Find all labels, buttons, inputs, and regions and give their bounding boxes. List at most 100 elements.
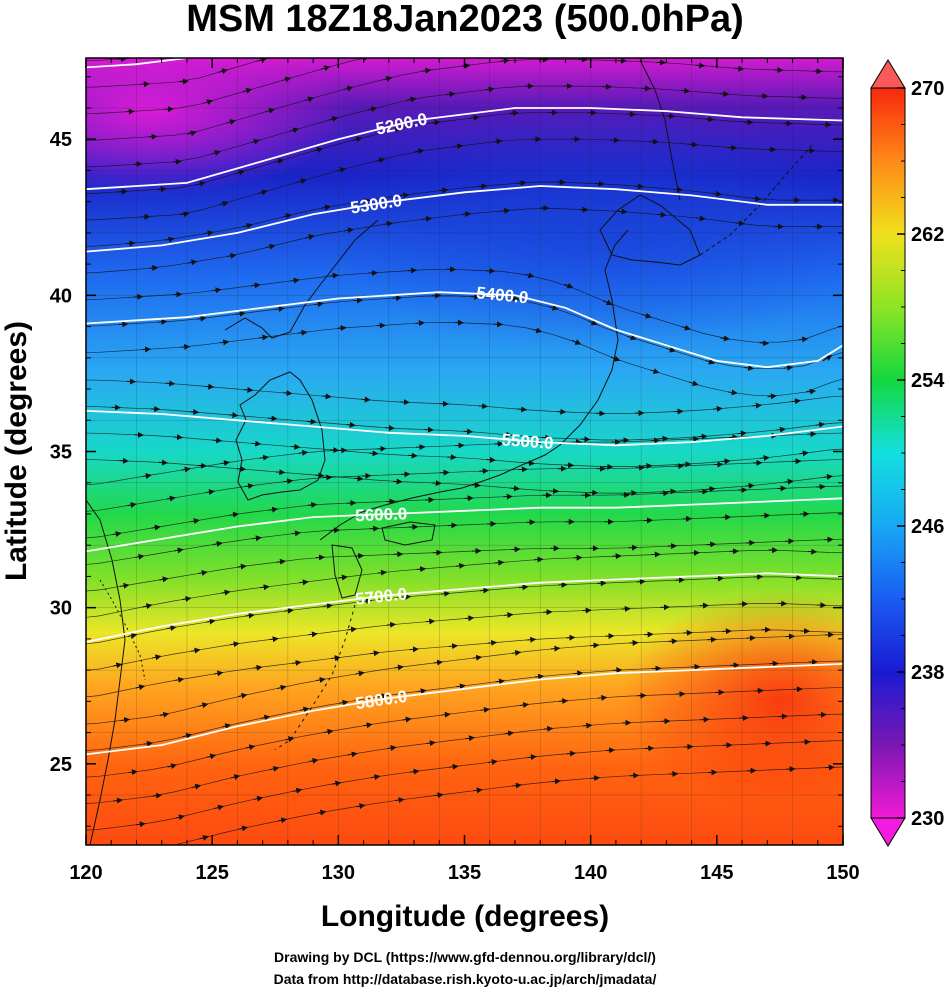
wind-arrow xyxy=(509,295,520,302)
wind-arrow xyxy=(415,320,425,327)
wind-arrow xyxy=(307,501,318,508)
coastline-sakhalin xyxy=(639,59,681,201)
wind-arrow xyxy=(187,130,197,137)
contour-line-5700 xyxy=(86,572,843,643)
wind-arrow xyxy=(737,430,747,437)
wind-arrow xyxy=(298,449,309,456)
wind-arrow xyxy=(128,769,138,776)
wind-arrow xyxy=(745,482,755,489)
wind-arrow xyxy=(399,192,410,199)
wind-arrow xyxy=(307,418,317,425)
x-axis-ticks: 120 125 130 135 140 145 150 xyxy=(69,58,860,884)
contour-line-5500 xyxy=(86,410,843,447)
colorbar-ticks: 230 238 246 254 262 270 xyxy=(897,78,945,830)
colorbar-tick-label: 238 xyxy=(911,662,944,684)
wind-arrow xyxy=(299,706,310,713)
wind-arrow xyxy=(180,211,190,218)
colorbar-tick-label: 262 xyxy=(911,224,944,246)
wind-arrow xyxy=(298,329,308,336)
wind-arrow xyxy=(465,735,475,742)
wind-arrow xyxy=(230,641,240,648)
wind-arrow xyxy=(166,625,177,632)
coastline-korea xyxy=(235,371,326,501)
coastline xyxy=(86,59,813,845)
streamline xyxy=(86,181,843,247)
wind-arrow xyxy=(196,180,206,187)
wind-arrow xyxy=(175,814,185,821)
wind-arrow xyxy=(269,636,279,643)
y-tick-label: 25 xyxy=(50,754,72,776)
wind-arrow xyxy=(573,670,584,677)
wind-arrow xyxy=(401,593,412,600)
wind-arrow xyxy=(112,662,123,669)
wind-arrow xyxy=(517,406,528,413)
wind-arrow xyxy=(230,774,241,780)
wind-arrow xyxy=(323,602,333,609)
wind-arrow xyxy=(290,277,300,284)
wind-arrow xyxy=(165,380,176,387)
wind-arrow xyxy=(563,282,574,289)
wind-arrow xyxy=(196,315,207,322)
wind-arrow xyxy=(274,158,285,165)
wind-arrow xyxy=(410,768,420,775)
wind-arrow xyxy=(268,506,279,513)
wind-arrow xyxy=(308,631,318,638)
wind-arrow xyxy=(152,792,163,799)
wind-arrow xyxy=(180,343,191,350)
wind-arrow xyxy=(142,603,153,610)
wind-arrow xyxy=(502,431,513,438)
wind-arrow xyxy=(783,364,794,371)
wind-arrow xyxy=(219,200,229,207)
x-tick-label: 150 xyxy=(826,862,859,884)
wind-arrow xyxy=(226,252,237,259)
wind-arrow xyxy=(406,96,417,103)
wind-arrow xyxy=(244,483,255,490)
y-axis-ticks: 25 30 35 40 45 xyxy=(50,76,843,827)
wind-arrow xyxy=(140,213,151,220)
wind-arrow xyxy=(681,324,691,331)
wind-arrow xyxy=(485,86,495,93)
streamlines xyxy=(86,40,843,853)
wind-arrow xyxy=(472,654,483,661)
wind-arrow xyxy=(527,754,537,761)
wind-arrow xyxy=(760,455,770,462)
coastline-taiwan-strait xyxy=(99,579,146,681)
wind-arrow xyxy=(174,547,184,554)
wind-arrow xyxy=(533,556,544,563)
colorbar-tick-label: 254 xyxy=(911,370,945,392)
wind-arrow xyxy=(610,355,621,362)
wind-arrow xyxy=(197,462,208,469)
wind-arrow xyxy=(471,482,481,489)
wind-arrow xyxy=(370,650,380,657)
wind-arrow xyxy=(438,41,447,42)
wind-arrow xyxy=(422,215,433,222)
wind-arrow xyxy=(344,227,354,234)
wind-arrow xyxy=(275,469,286,476)
wind-arrow xyxy=(336,167,346,173)
wind-arrow xyxy=(118,321,129,328)
wind-arrow xyxy=(181,466,191,473)
wind-arrow xyxy=(543,725,554,732)
wind-arrow xyxy=(362,598,372,605)
x-tick-label: 120 xyxy=(69,862,102,884)
wind-arrow xyxy=(313,147,324,153)
wind-arrow xyxy=(719,90,730,97)
wind-arrow xyxy=(688,141,699,148)
credit-drawing: Drawing by DCL (https://www.gfd-dennou.o… xyxy=(274,949,656,965)
wind-arrow xyxy=(712,40,721,41)
wind-arrow xyxy=(461,62,471,69)
wind-arrow xyxy=(704,116,715,123)
y-tick-label: 45 xyxy=(50,129,72,151)
x-tick-label: 145 xyxy=(700,862,733,884)
wind-arrow xyxy=(822,355,833,362)
wind-arrow xyxy=(291,530,301,537)
wind-arrow xyxy=(159,576,169,583)
wind-arrow xyxy=(532,327,543,334)
wind-arrow xyxy=(120,717,131,724)
wind-arrow xyxy=(143,740,153,747)
contour-label-5600: 5600.0 xyxy=(355,504,408,525)
wind-arrow xyxy=(121,852,130,853)
wind-arrow xyxy=(386,621,397,628)
wind-arrow xyxy=(776,426,786,433)
wind-arrow xyxy=(281,76,292,83)
